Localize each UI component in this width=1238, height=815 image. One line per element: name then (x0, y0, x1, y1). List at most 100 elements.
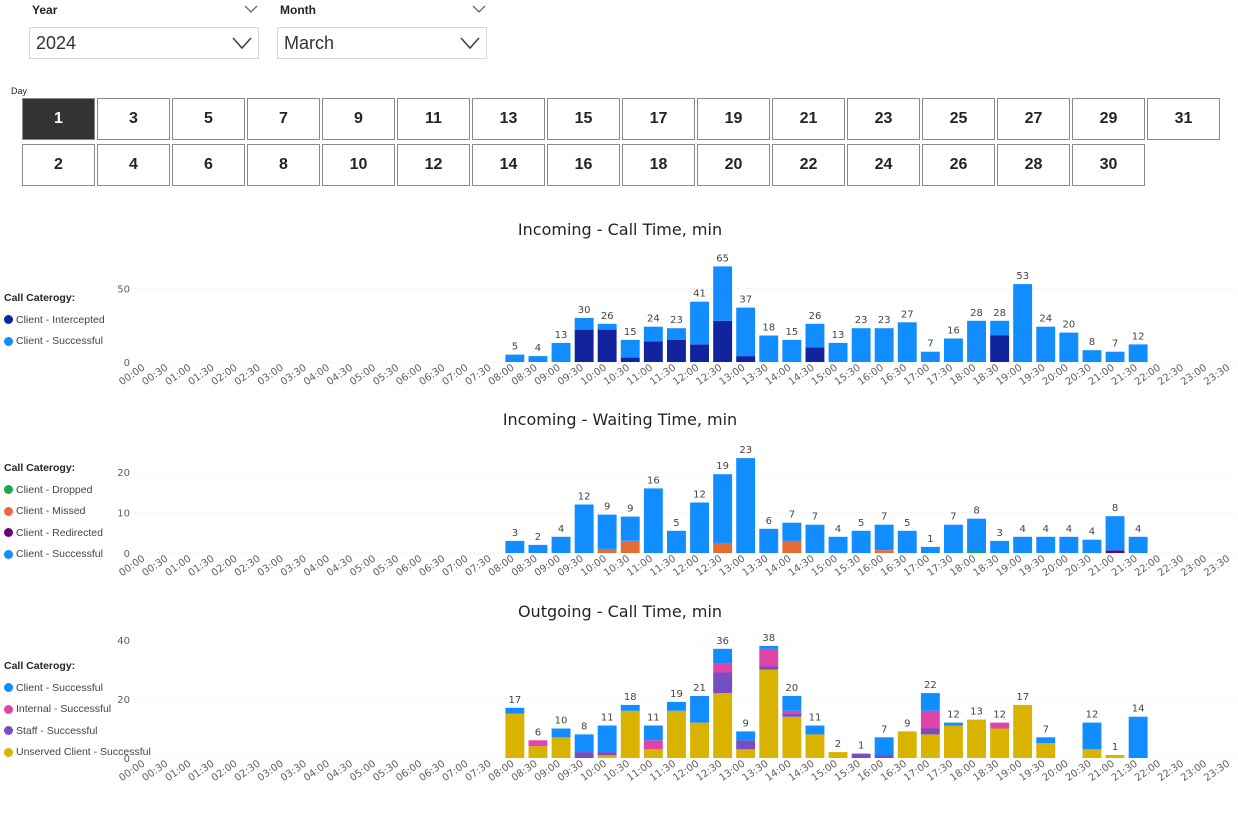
month-dropdown[interactable]: March (277, 27, 487, 59)
day-button-17[interactable]: 17 (622, 98, 695, 140)
day-button-28[interactable]: 28 (997, 144, 1070, 186)
bar-segment (1105, 550, 1125, 553)
bar-segment (620, 339, 640, 358)
bar-segment (1036, 743, 1056, 758)
legend-title: Call Caterogy: (4, 660, 76, 672)
x-tick-label: 06:00 (394, 362, 424, 388)
legend-item[interactable]: Unserved Client - Successful (4, 742, 151, 764)
legend-item[interactable]: Internal - Successful (4, 699, 151, 721)
x-tick-label: 23:30 (1202, 758, 1232, 784)
bar-segment (574, 504, 594, 553)
day-button-31[interactable]: 31 (1147, 98, 1220, 140)
day-button-10[interactable]: 10 (322, 144, 395, 186)
day-button-12[interactable]: 12 (397, 144, 470, 186)
legend-item[interactable]: Staff - Successful (4, 720, 151, 742)
bar-segment (713, 320, 733, 362)
bar-segment (574, 317, 594, 330)
x-tick-label: 10:00 (579, 553, 609, 579)
legend-item[interactable]: Client - Successful (4, 331, 105, 353)
bar-segment (944, 722, 963, 726)
bar-segment (528, 544, 548, 553)
day-button-9[interactable]: 9 (322, 98, 395, 140)
chart-title: Incoming - Call Time, min (518, 220, 722, 239)
day-button-4[interactable]: 4 (97, 144, 170, 186)
data-label: 16 (947, 325, 960, 336)
legend-marker-icon (4, 528, 13, 538)
x-tick-label: 15:30 (833, 758, 863, 784)
data-label: 20 (786, 683, 799, 694)
data-label: 4 (1135, 524, 1141, 535)
x-tick-label: 10:30 (602, 758, 632, 784)
day-button-26[interactable]: 26 (922, 144, 995, 186)
day-button-30[interactable]: 30 (1072, 144, 1145, 186)
bar-segment (782, 710, 802, 714)
day-button-13[interactable]: 13 (472, 98, 545, 140)
day-button-24[interactable]: 24 (847, 144, 920, 186)
bar-segment (736, 740, 756, 750)
day-button-21[interactable]: 21 (772, 98, 845, 140)
x-tick-label: 23:30 (1202, 553, 1232, 579)
day-button-3[interactable]: 3 (97, 98, 170, 140)
bar-segment (643, 488, 663, 553)
day-button-15[interactable]: 15 (547, 98, 620, 140)
bar-segment (782, 716, 802, 758)
bar-segment (1013, 284, 1033, 362)
bar-segment (667, 710, 686, 758)
x-tick-label: 03:30 (279, 553, 309, 579)
bar-segment (759, 666, 779, 670)
x-tick-label: 22:30 (1156, 553, 1186, 579)
legend-item[interactable]: Client - Missed (4, 501, 103, 523)
bar-segment (851, 328, 871, 362)
day-button-29[interactable]: 29 (1072, 98, 1145, 140)
legend-item[interactable]: Client - Successful (4, 544, 103, 566)
day-button-27[interactable]: 27 (997, 98, 1070, 140)
bar-segment (874, 755, 894, 758)
day-button-6[interactable]: 6 (172, 144, 245, 186)
day-button-23[interactable]: 23 (847, 98, 920, 140)
data-label: 17 (1016, 692, 1029, 703)
bar-segment (1082, 722, 1102, 750)
year-dropdown[interactable]: 2024 (29, 27, 259, 59)
day-button-8[interactable]: 8 (247, 144, 320, 186)
data-label: 8 (1089, 337, 1095, 348)
x-tick-label: 05:30 (371, 758, 401, 784)
day-button-25[interactable]: 25 (922, 98, 995, 140)
bar-segment (967, 320, 986, 362)
x-tick-label: 10:00 (579, 758, 609, 784)
bar-segment (1059, 536, 1079, 553)
day-button-7[interactable]: 7 (247, 98, 320, 140)
x-tick-label: 02:30 (233, 362, 263, 388)
legend-item[interactable]: Client - Intercepted (4, 309, 105, 331)
data-label: 4 (835, 524, 841, 535)
chevron-down-icon[interactable] (244, 3, 258, 15)
legend-item[interactable]: Client - Redirected (4, 522, 103, 544)
bar-segment (874, 524, 894, 551)
legend-item[interactable]: Client - Dropped (4, 479, 103, 501)
data-label: 12 (1086, 710, 1099, 721)
x-tick-label: 02:00 (210, 758, 240, 784)
day-button-5[interactable]: 5 (172, 98, 245, 140)
x-tick-label: 05:00 (348, 758, 378, 784)
chevron-down-icon[interactable] (472, 3, 486, 15)
x-tick-label: 21:30 (1110, 362, 1140, 388)
data-label: 4 (1066, 524, 1072, 535)
day-button-20[interactable]: 20 (697, 144, 770, 186)
day-button-11[interactable]: 11 (397, 98, 470, 140)
bar-segment (690, 301, 709, 345)
legend-item[interactable]: Client - Successful (4, 677, 151, 699)
x-tick-label: 08:00 (487, 362, 517, 388)
day-button-22[interactable]: 22 (772, 144, 845, 186)
x-tick-label: 18:30 (971, 362, 1001, 388)
x-tick-label: 11:30 (648, 553, 678, 579)
data-label: 7 (881, 724, 887, 735)
day-button-1[interactable]: 1 (22, 98, 95, 140)
x-tick-label: 15:30 (833, 553, 863, 579)
day-button-2[interactable]: 2 (22, 144, 95, 186)
data-label: 27 (901, 309, 914, 320)
x-tick-label: 09:00 (533, 553, 563, 579)
day-button-16[interactable]: 16 (547, 144, 620, 186)
day-button-19[interactable]: 19 (697, 98, 770, 140)
day-button-14[interactable]: 14 (472, 144, 545, 186)
bar-segment (828, 342, 848, 362)
day-button-18[interactable]: 18 (622, 144, 695, 186)
